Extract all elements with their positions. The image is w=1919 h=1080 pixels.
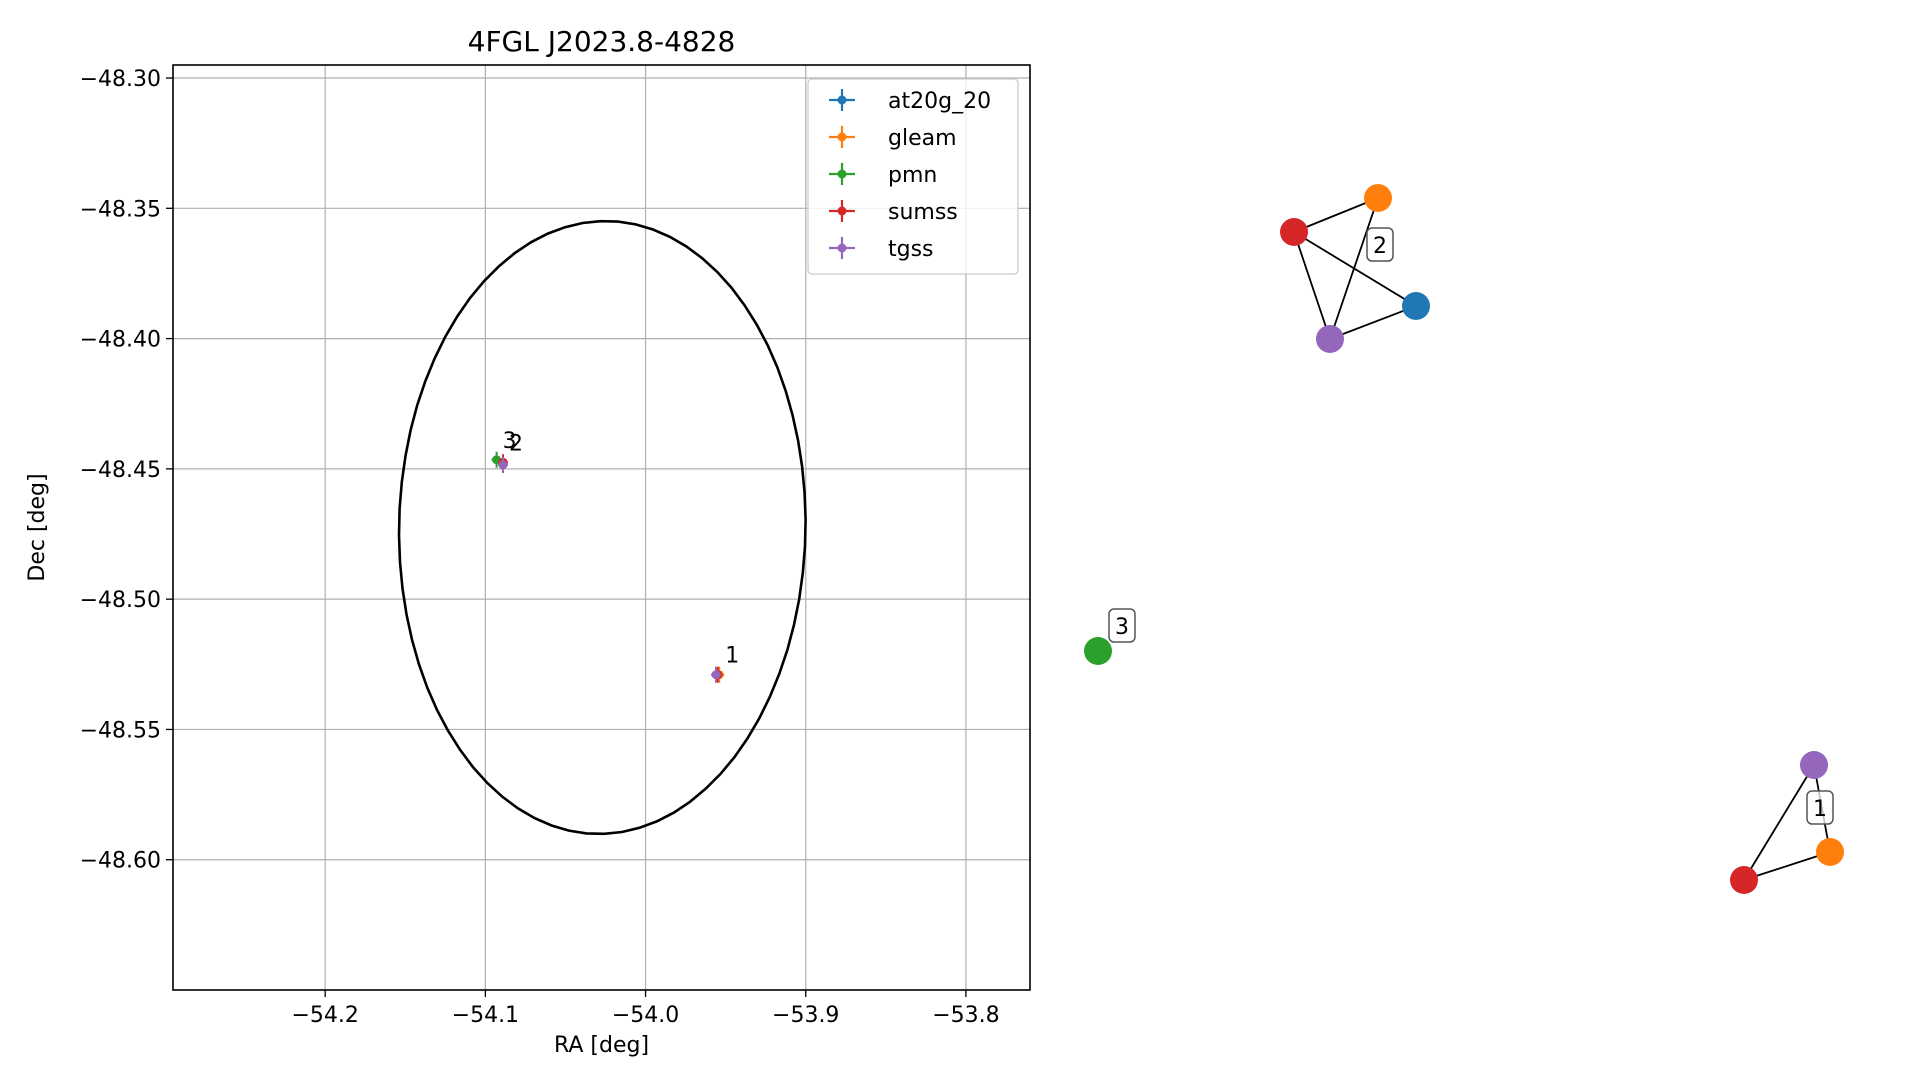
plot-frame: [172, 64, 1031, 991]
network-node-at20g_20: [1402, 292, 1430, 320]
legend-label: tgss: [888, 237, 934, 262]
group-label-2: 2: [1366, 227, 1394, 262]
network-edge: [1293, 231, 1417, 307]
legend-entry-at20g_20: at20g_20: [829, 89, 991, 114]
legend-label: sumss: [888, 200, 958, 225]
legend-label: pmn: [888, 163, 937, 188]
y-tick-label: −48.30: [80, 67, 161, 92]
network-node-tgss: [1800, 751, 1828, 779]
x-tick-label: −54.2: [291, 1003, 358, 1028]
legend-entry-pmn: pmn: [829, 163, 937, 188]
x-axis-ticks: −54.2 −54.1 −54.0 −53.9 −53.8: [291, 990, 1000, 1028]
network-edge: [1329, 197, 1379, 340]
network-group-labels: 2 3 1: [1108, 227, 1834, 825]
x-axis-label: RA [deg]: [554, 1033, 649, 1058]
network-node-sumss: [1730, 866, 1758, 894]
y-axis-ticks: −48.30 −48.35 −48.40 −48.45 −48.50 −48.55 −48.…: [80, 67, 173, 874]
source-label-3: 3: [503, 429, 517, 454]
data-point-tgss: [497, 456, 508, 473]
group-label-3: 3: [1108, 608, 1136, 643]
network-edge: [1329, 305, 1417, 340]
network-node-pmn: [1084, 637, 1112, 665]
network-edges: [1293, 197, 1831, 881]
association-network: 2 3 1: [1084, 184, 1844, 894]
y-tick-label: −48.40: [80, 328, 161, 353]
scatter-plot: 321 −54.2 −54.1 −54.0 −53.9 −53.8 −48.30−48.…: [25, 25, 1031, 1058]
network-edge: [1743, 851, 1831, 881]
data-points: [491, 451, 725, 683]
y-tick-label: −48.60: [80, 849, 161, 874]
y-tick-label: −48.50: [80, 588, 161, 613]
network-node-gleam: [1364, 184, 1392, 212]
uncertainty-ellipse: [397, 219, 807, 836]
x-tick-label: −53.8: [932, 1003, 999, 1028]
network-edge: [1293, 231, 1331, 340]
network-edge: [1293, 197, 1379, 233]
svg-text:3: 3: [1115, 615, 1129, 640]
legend-label: at20g_20: [888, 89, 991, 114]
network-node-sumss: [1280, 218, 1308, 246]
source-label-1: 1: [725, 644, 739, 669]
network-nodes: [1084, 184, 1844, 894]
svg-text:1: 1: [1813, 797, 1827, 822]
group-label-1: 1: [1806, 790, 1834, 825]
legend-entry-tgss: tgss: [829, 237, 934, 262]
data-point-tgss: [711, 666, 722, 683]
network-node-tgss: [1316, 325, 1344, 353]
legend-entry-sumss: sumss: [829, 200, 958, 225]
svg-text:2: 2: [1373, 234, 1387, 259]
network-node-gleam: [1816, 838, 1844, 866]
grid-lines: [173, 65, 1030, 990]
legend-label: gleam: [888, 126, 957, 151]
legend-entry-gleam: gleam: [829, 126, 957, 151]
x-tick-label: −54.0: [612, 1003, 679, 1028]
uncertainty-ellipse-path: [397, 219, 807, 836]
y-axis-label: Dec [deg]: [25, 473, 50, 581]
source-annotations: 32 1: [503, 429, 740, 669]
legend-box: [807, 78, 1019, 275]
y-tick-label: −48.55: [80, 718, 161, 743]
y-tick-label: −48.35: [80, 197, 161, 222]
source-label-2: 2: [509, 431, 523, 456]
chart-title: 4FGL J2023.8-4828: [468, 25, 736, 58]
x-tick-label: −54.1: [452, 1003, 519, 1028]
x-tick-label: −53.9: [772, 1003, 839, 1028]
network-edge: [1743, 764, 1815, 881]
y-tick-label: −48.45: [80, 458, 161, 483]
